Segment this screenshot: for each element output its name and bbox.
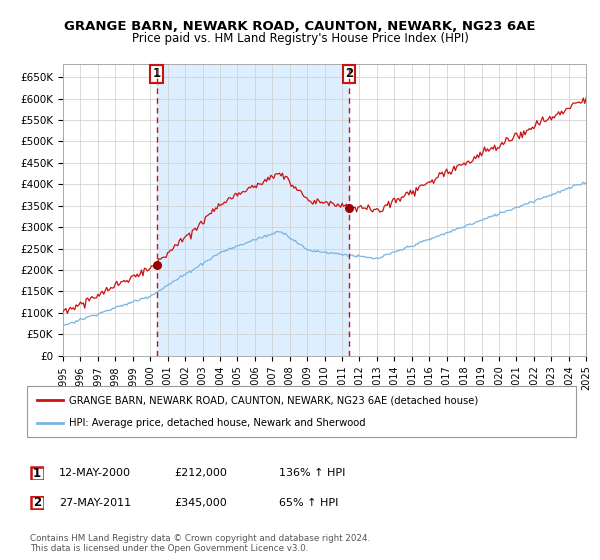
Text: Price paid vs. HM Land Registry's House Price Index (HPI): Price paid vs. HM Land Registry's House … [131,32,469,45]
Text: £345,000: £345,000 [174,498,227,508]
Text: Contains HM Land Registry data © Crown copyright and database right 2024.: Contains HM Land Registry data © Crown c… [30,534,370,543]
Text: £212,000: £212,000 [174,468,227,478]
Text: This data is licensed under the Open Government Licence v3.0.: This data is licensed under the Open Gov… [30,544,308,553]
Text: 27-MAY-2011: 27-MAY-2011 [59,498,131,508]
Text: 1: 1 [152,67,161,80]
Text: 12-MAY-2000: 12-MAY-2000 [59,468,131,478]
Text: GRANGE BARN, NEWARK ROAD, CAUNTON, NEWARK, NG23 6AE: GRANGE BARN, NEWARK ROAD, CAUNTON, NEWAR… [64,20,536,33]
Text: HPI: Average price, detached house, Newark and Sherwood: HPI: Average price, detached house, Newa… [69,418,366,428]
Text: 65% ↑ HPI: 65% ↑ HPI [279,498,338,508]
Text: 1: 1 [33,466,41,480]
Text: 136% ↑ HPI: 136% ↑ HPI [279,468,346,478]
Text: 2: 2 [345,67,353,80]
Text: 2: 2 [33,496,41,510]
Bar [157,64,349,356]
Text: GRANGE BARN, NEWARK ROAD, CAUNTON, NEWARK, NG23 6AE (detached house): GRANGE BARN, NEWARK ROAD, CAUNTON, NEWAR… [69,395,479,405]
